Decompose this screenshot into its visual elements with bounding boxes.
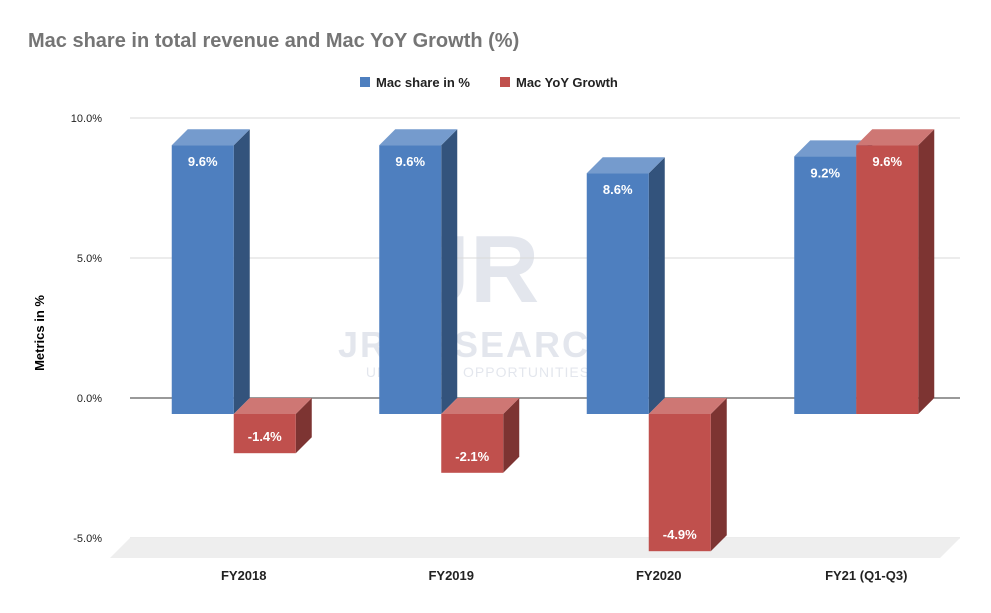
bar-top bbox=[171, 129, 250, 146]
data-label: 9.6% bbox=[872, 154, 902, 169]
bar-mac-yoy-growth: -1.4% bbox=[233, 398, 312, 454]
chart-title: Mac share in total revenue and Mac YoY G… bbox=[28, 30, 520, 52]
x-tick-label: FY21 (Q1-Q3) bbox=[825, 568, 907, 583]
floor-plane bbox=[110, 538, 960, 558]
data-label: 9.6% bbox=[395, 154, 425, 169]
bar-top bbox=[856, 129, 935, 146]
x-tick-label: FY2020 bbox=[636, 568, 682, 583]
legend-swatch bbox=[360, 77, 370, 87]
data-label: 9.6% bbox=[188, 154, 218, 169]
legend-label: Mac YoY Growth bbox=[516, 75, 618, 90]
bar-top bbox=[648, 398, 727, 414]
data-label: -4.9% bbox=[663, 527, 697, 542]
data-label: 9.2% bbox=[810, 165, 840, 180]
y-axis: 10.0% 5.0% 0.0% -5.0% bbox=[71, 113, 102, 545]
bar-side bbox=[648, 157, 665, 414]
y-tick-label: 10.0% bbox=[71, 113, 102, 125]
bar-mac-share: 8.6% bbox=[586, 157, 665, 414]
bar-front bbox=[379, 145, 442, 414]
bar-front bbox=[794, 156, 857, 414]
bar-mac-yoy-growth: 9.6% bbox=[856, 129, 935, 414]
data-label: 8.6% bbox=[603, 182, 633, 197]
bar-side bbox=[710, 398, 727, 552]
x-axis: FY2018 FY2019 FY2020 FY21 (Q1-Q3) bbox=[221, 568, 907, 583]
x-tick-label: FY2019 bbox=[428, 568, 474, 583]
bar-side bbox=[295, 398, 312, 454]
bar-top bbox=[441, 398, 520, 414]
bar-mac-yoy-growth: -2.1% bbox=[441, 398, 520, 473]
data-label: -2.1% bbox=[455, 449, 489, 464]
bar-mac-share: 9.6% bbox=[379, 129, 458, 414]
y-tick-label: 0.0% bbox=[77, 393, 102, 405]
legend: Mac share in % Mac YoY Growth bbox=[360, 75, 618, 90]
bar-front bbox=[171, 145, 234, 414]
bar-top bbox=[586, 157, 665, 174]
bar-mac-yoy-growth: -4.9% bbox=[648, 398, 727, 552]
bar-front bbox=[648, 414, 711, 552]
bar-side bbox=[233, 129, 250, 414]
legend-label: Mac share in % bbox=[376, 75, 470, 90]
bar-top bbox=[794, 140, 873, 157]
bars: 9.6% -1.4% 9.6% -2.1% 8.6% -4.9% 9.2% 9.6% bbox=[171, 129, 935, 552]
chart-floor bbox=[110, 538, 960, 558]
bar-side bbox=[918, 129, 935, 414]
legend-swatch bbox=[500, 77, 510, 87]
y-tick-label: 5.0% bbox=[77, 253, 102, 265]
data-label: -1.4% bbox=[248, 429, 282, 444]
x-tick-label: FY2018 bbox=[221, 568, 267, 583]
bar-top bbox=[379, 129, 458, 146]
bar-front bbox=[856, 145, 919, 414]
bar-front bbox=[586, 173, 649, 414]
y-tick-label: -5.0% bbox=[73, 533, 102, 545]
bar-top bbox=[233, 398, 312, 414]
bar-side bbox=[441, 129, 458, 414]
bar-side bbox=[503, 398, 520, 473]
bar-mac-share: 9.6% bbox=[171, 129, 250, 414]
y-axis-label: Metrics in % bbox=[32, 295, 47, 371]
bar-front bbox=[441, 414, 504, 473]
bar-front bbox=[233, 414, 296, 454]
